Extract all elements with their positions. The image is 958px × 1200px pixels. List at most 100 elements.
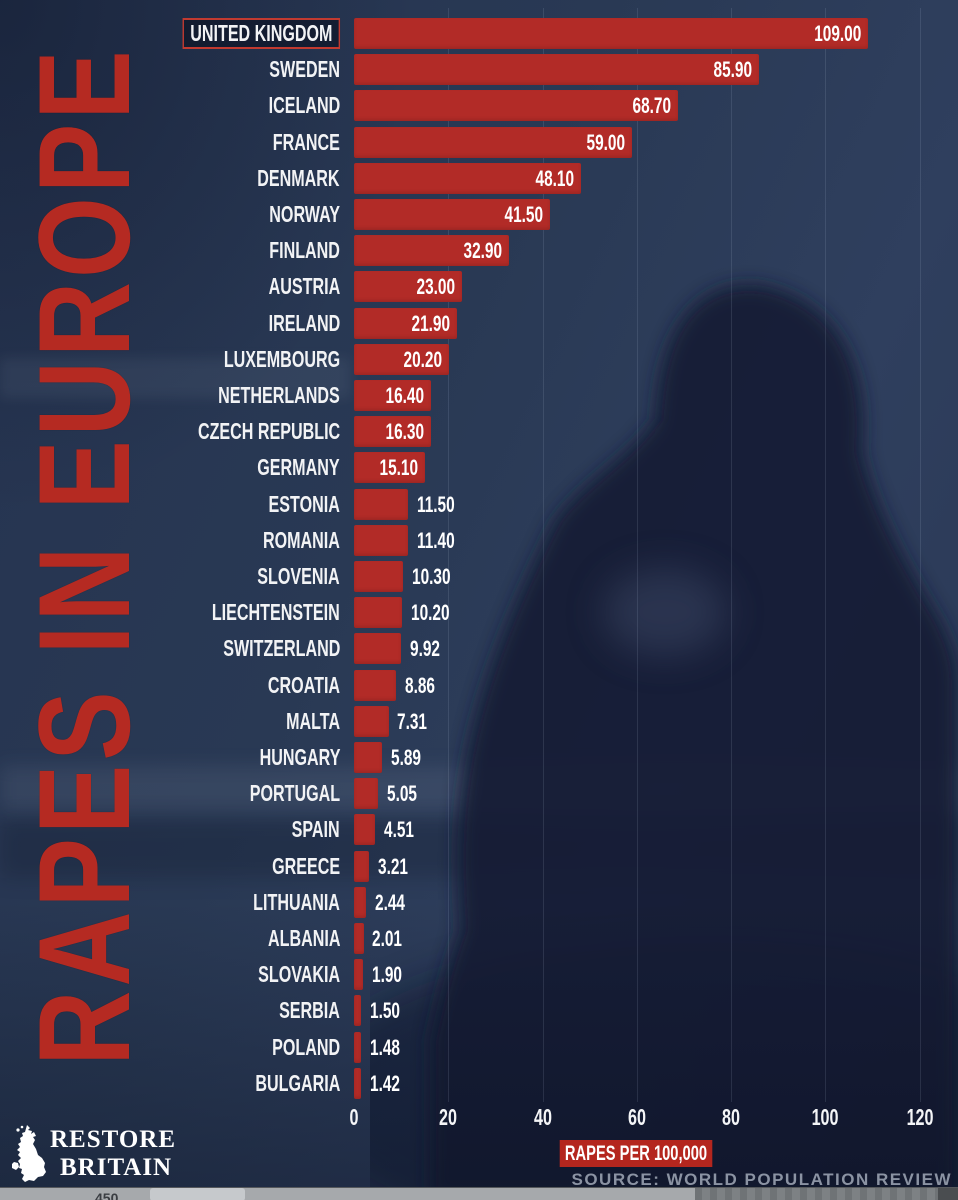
bar: 85.90: [354, 54, 759, 86]
country-label-cell: ESTONIA: [0, 489, 340, 520]
gridline-60: [636, 8, 638, 1102]
country-label: POLAND: [272, 1033, 340, 1060]
country-label-cell: UNITED KINGDOM: [0, 18, 340, 49]
value-label: 7.31: [397, 708, 428, 734]
value-label: 41.50: [504, 202, 543, 227]
bar: [354, 561, 403, 592]
x-axis-tick-100: 100: [811, 1104, 839, 1130]
x-axis-caption: RAPES PER 100,000: [559, 1140, 713, 1167]
bar: 16.40: [354, 380, 432, 411]
bar-row-portugal: PORTUGAL 5.05: [0, 778, 958, 810]
value-label: 11.40: [416, 527, 455, 553]
bar: 109.00: [354, 18, 868, 49]
bar-row-greece: GREECE 3.21: [0, 850, 958, 882]
value-label: 2.01: [372, 926, 403, 951]
value-label: 32.90: [463, 238, 503, 264]
bar: [354, 923, 364, 954]
bar: [354, 597, 403, 629]
country-label: GREECE: [272, 852, 340, 879]
bar-row-switzerland: SWITZERLAND 9.92: [0, 633, 958, 665]
bar: 41.50: [354, 199, 550, 230]
value-label: 109.00: [813, 21, 861, 46]
value-label: 9.92: [409, 636, 440, 662]
country-label-cell: ICELAND: [0, 90, 340, 121]
source-credit: SOURCE: WORLD POPULATION REVIEW: [571, 1170, 952, 1189]
bar: [354, 742, 382, 773]
country-label-cell: SERBIA: [0, 995, 340, 1026]
bar: [354, 669, 396, 701]
bar-row-romania: ROMANIA 11.40: [0, 524, 958, 556]
country-label: GERMANY: [257, 454, 340, 481]
value-label: 1.48: [369, 1034, 400, 1060]
x-axis-tick-60: 60: [627, 1104, 646, 1130]
country-label-cell: PORTUGAL: [0, 778, 340, 809]
country-label-cell: ROMANIA: [0, 525, 340, 556]
value-label: 5.05: [386, 781, 417, 807]
logo-text-line1: RESTORE: [50, 1126, 177, 1153]
great-britain-map-icon: [12, 1125, 46, 1182]
country-label: ICELAND: [268, 92, 340, 119]
x-axis-tick-80: 80: [722, 1104, 741, 1130]
bar-row-austria: AUSTRIA 23.00: [0, 271, 958, 303]
country-label-cell: MALTA: [0, 706, 340, 737]
country-label-cell: SWITZERLAND: [0, 633, 340, 664]
value-label: 85.90: [713, 57, 752, 83]
value-label: 1.42: [369, 1070, 400, 1096]
bar-row-luxembourg: LUXEMBOURG 20.20: [0, 343, 958, 375]
value-label: 3.21: [378, 853, 409, 879]
value-label: 59.00: [586, 129, 626, 155]
bar-row-hungary: HUNGARY 5.89: [0, 742, 958, 773]
value-label: 16.30: [385, 419, 424, 445]
country-label: PORTUGAL: [249, 780, 340, 807]
bar-row-united-kingdom: UNITED KINGDOM 109.00: [0, 18, 958, 49]
bar-row-croatia: CROATIA 8.86: [0, 669, 958, 701]
country-label: DENMARK: [257, 164, 340, 191]
bar: [354, 886, 366, 918]
value-label: 11.50: [417, 491, 455, 517]
bar: [354, 633, 401, 665]
bar-row-lithuania: LITHUANIA 2.44: [0, 886, 958, 918]
country-label: LIECHTENSTEIN: [212, 599, 340, 626]
value-label: 5.89: [390, 745, 421, 770]
country-label: SERBIA: [279, 997, 340, 1024]
country-label: AUSTRIA: [268, 273, 340, 300]
bar: [354, 1067, 361, 1099]
country-label-cell: GREECE: [0, 851, 340, 882]
gridline-20: [448, 8, 450, 1102]
country-label-cell: IRELAND: [0, 308, 340, 339]
country-label: SPAIN: [291, 816, 340, 843]
strip-dark-segment: [695, 1188, 958, 1200]
value-label: 68.70: [632, 93, 671, 119]
country-label-cell: POLAND: [0, 1032, 340, 1063]
country-label: CROATIA: [267, 671, 340, 698]
bar-row-ireland: IRELAND 21.90: [0, 307, 958, 339]
country-label: ALBANIA: [267, 925, 340, 951]
bar-row-spain: SPAIN 4.51: [0, 814, 958, 846]
cropped-next-image-strip: 450: [0, 1187, 958, 1200]
value-label: 10.20: [411, 600, 450, 626]
bar-row-denmark: DENMARK 48.10: [0, 162, 958, 194]
logo-text-line2: BRITAIN: [60, 1154, 173, 1181]
value-label: 2.44: [374, 889, 405, 915]
bar: 68.70: [354, 90, 678, 122]
bar-row-liechtenstein: LIECHTENSTEIN 10.20: [0, 597, 958, 629]
country-label-cell: NETHERLANDS: [0, 380, 340, 411]
gridline-40: [542, 8, 544, 1102]
bar-row-norway: NORWAY 41.50: [0, 199, 958, 230]
value-label: 48.10: [535, 165, 574, 191]
country-label: NETHERLANDS: [218, 382, 340, 408]
bar: [354, 850, 370, 882]
country-label: LUXEMBOURG: [223, 345, 340, 372]
x-axis-tick-0: 0: [349, 1104, 359, 1130]
value-label: 15.10: [379, 455, 419, 481]
bar: [354, 778, 378, 810]
country-label: ROMANIA: [263, 526, 340, 553]
value-label: 23.00: [416, 274, 456, 300]
country-label-cell: HUNGARY: [0, 742, 340, 773]
x-axis-tick-120: 120: [906, 1104, 934, 1130]
gridline-100: [825, 8, 827, 1102]
bar: 48.10: [354, 162, 581, 194]
bar-row-slovakia: SLOVAKIA 1.90: [0, 959, 958, 991]
bar: 21.90: [354, 307, 458, 339]
